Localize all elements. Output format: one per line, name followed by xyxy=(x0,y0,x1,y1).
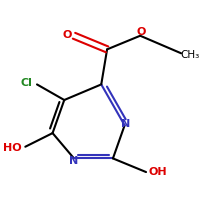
Text: O: O xyxy=(136,27,146,37)
Text: N: N xyxy=(121,119,130,129)
Text: N: N xyxy=(69,156,79,166)
Text: CH₃: CH₃ xyxy=(180,50,199,60)
Text: HO: HO xyxy=(3,143,22,153)
Text: Cl: Cl xyxy=(20,78,32,88)
Text: OH: OH xyxy=(148,167,167,177)
Text: O: O xyxy=(62,30,72,40)
